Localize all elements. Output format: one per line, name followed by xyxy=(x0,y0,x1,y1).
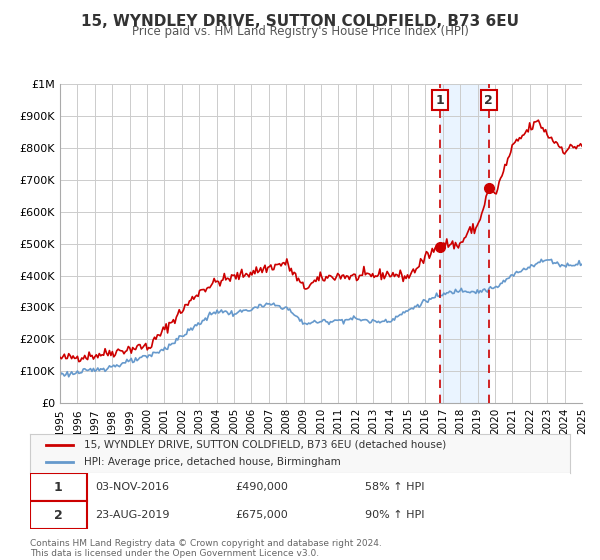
FancyBboxPatch shape xyxy=(30,473,87,501)
Text: £490,000: £490,000 xyxy=(235,482,288,492)
Text: 90% ↑ HPI: 90% ↑ HPI xyxy=(365,510,424,520)
Bar xyxy=(440,84,489,403)
Text: 15, WYNDLEY DRIVE, SUTTON COLDFIELD, B73 6EU (detached house): 15, WYNDLEY DRIVE, SUTTON COLDFIELD, B73… xyxy=(84,440,446,450)
Text: HPI: Average price, detached house, Birmingham: HPI: Average price, detached house, Birm… xyxy=(84,457,341,467)
Text: Price paid vs. HM Land Registry's House Price Index (HPI): Price paid vs. HM Land Registry's House … xyxy=(131,25,469,38)
Text: Contains HM Land Registry data © Crown copyright and database right 2024.: Contains HM Land Registry data © Crown c… xyxy=(30,539,382,548)
Text: 1: 1 xyxy=(54,480,62,494)
Text: 2: 2 xyxy=(484,94,493,106)
Text: 23-AUG-2019: 23-AUG-2019 xyxy=(95,510,169,520)
Text: 2: 2 xyxy=(54,508,62,522)
Text: This data is licensed under the Open Government Licence v3.0.: This data is licensed under the Open Gov… xyxy=(30,549,319,558)
Text: 03-NOV-2016: 03-NOV-2016 xyxy=(95,482,169,492)
FancyBboxPatch shape xyxy=(30,501,87,529)
Text: 58% ↑ HPI: 58% ↑ HPI xyxy=(365,482,424,492)
Text: 15, WYNDLEY DRIVE, SUTTON COLDFIELD, B73 6EU: 15, WYNDLEY DRIVE, SUTTON COLDFIELD, B73… xyxy=(81,14,519,29)
Text: £675,000: £675,000 xyxy=(235,510,288,520)
Text: 1: 1 xyxy=(436,94,445,106)
